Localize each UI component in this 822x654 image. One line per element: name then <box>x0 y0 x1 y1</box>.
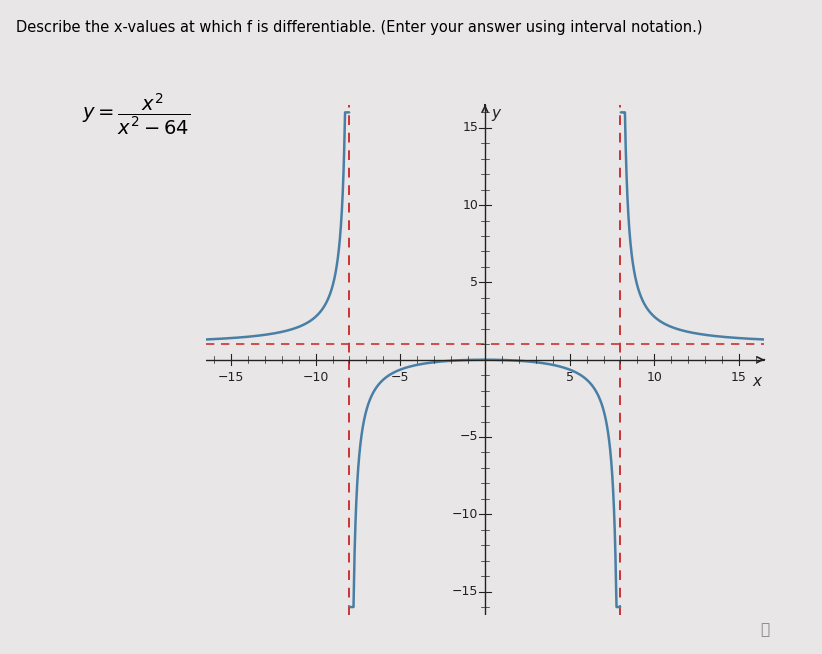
Text: 10: 10 <box>646 371 663 383</box>
Text: Describe the x-values at which f is differentiable. (Enter your answer using int: Describe the x-values at which f is diff… <box>16 20 703 35</box>
Text: 5: 5 <box>566 371 574 383</box>
Text: y: y <box>492 106 501 121</box>
Text: 10: 10 <box>462 199 478 212</box>
Text: x: x <box>752 373 761 388</box>
Text: −15: −15 <box>218 371 244 383</box>
Text: $y = \dfrac{x^2}{x^2 - 64}$: $y = \dfrac{x^2}{x^2 - 64}$ <box>82 92 191 137</box>
Text: 5: 5 <box>470 276 478 289</box>
Text: 15: 15 <box>462 122 478 134</box>
Text: −10: −10 <box>452 508 478 521</box>
Text: −10: −10 <box>302 371 329 383</box>
Text: −5: −5 <box>459 430 478 443</box>
Text: −15: −15 <box>452 585 478 598</box>
Text: −5: −5 <box>391 371 409 383</box>
Text: 15: 15 <box>731 371 747 383</box>
Text: ⓘ: ⓘ <box>760 623 769 638</box>
